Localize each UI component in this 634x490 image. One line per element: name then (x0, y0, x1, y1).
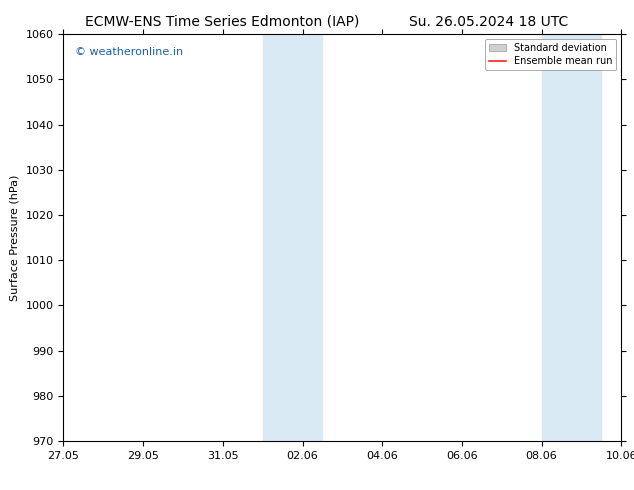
Bar (262, 34, 323, 441)
Text: © weatheronline.in: © weatheronline.in (75, 47, 183, 56)
Legend: Standard deviation, Ensemble mean run: Standard deviation, Ensemble mean run (485, 39, 616, 70)
Bar (541, 34, 602, 441)
Text: Su. 26.05.2024 18 UTC: Su. 26.05.2024 18 UTC (408, 15, 568, 29)
Text: ECMW-ENS Time Series Edmonton (IAP): ECMW-ENS Time Series Edmonton (IAP) (85, 15, 359, 29)
Y-axis label: Surface Pressure (hPa): Surface Pressure (hPa) (10, 174, 20, 301)
